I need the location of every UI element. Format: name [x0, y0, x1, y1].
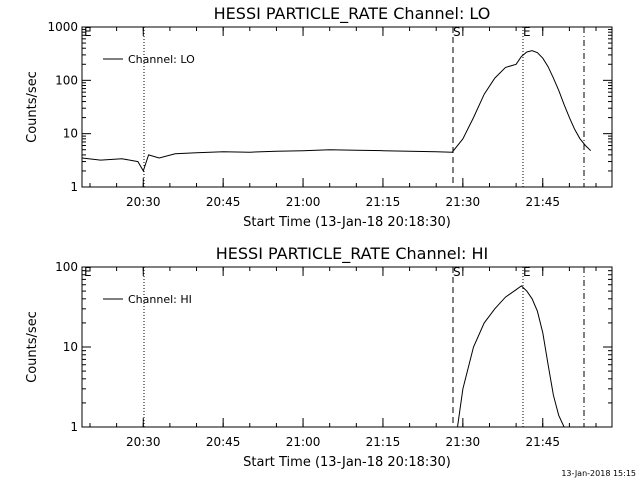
marker-e-left: E [84, 25, 92, 39]
chart-title-hi: HESSI PARTICLE_RATE Channel: HI [216, 244, 489, 264]
series-line-lo [81, 50, 592, 173]
plot-frame-lo [81, 26, 613, 188]
x-tick-label: 21:15 [366, 195, 401, 209]
x-axis-lo: 20:30 20:45 21:00 21:15 21:30 21:45 [89, 27, 597, 209]
footer-timestamp: 13-Jan-2018 15:15 [561, 469, 636, 478]
x-tick-label: 21:15 [366, 435, 401, 449]
y-axis-hi: 1 10 100 [55, 260, 612, 434]
marker-labels-lo: E S E [84, 25, 531, 39]
x-axis-label-lo: Start Time (13-Jan-18 20:18:30) [243, 215, 451, 230]
x-tick-label: 20:45 [206, 435, 241, 449]
y-tick-label: 100 [55, 73, 78, 87]
marker-e-end: E [523, 265, 531, 279]
y-axis-label-hi: Counts/sec [25, 311, 40, 383]
panel-lo: HESSI PARTICLE_RATE Channel: LO 1 10 100 10… [25, 4, 613, 230]
marker-lines-lo [143, 27, 585, 187]
y-axis-label-lo: Counts/sec [25, 71, 40, 143]
y-tick-label: 1000 [47, 20, 78, 34]
x-tick-label: 21:45 [525, 435, 560, 449]
x-tick-label: 20:30 [126, 195, 161, 209]
x-tick-label: 20:45 [206, 195, 241, 209]
x-tick-label: 21:30 [446, 435, 481, 449]
y-tick-label: 1 [70, 180, 78, 194]
y-tick-label: 100 [55, 260, 78, 274]
marker-s: S [453, 25, 461, 39]
series-line-hi [457, 285, 565, 428]
y-tick-label: 1 [70, 420, 78, 434]
legend-label-hi: Channel: HI [128, 293, 192, 306]
panel-hi: HESSI PARTICLE_RATE Channel: HI 1 10 100 2… [25, 244, 613, 470]
legend-hi: Channel: HI [103, 293, 192, 306]
y-tick-label: 10 [63, 340, 78, 354]
x-tick-label: 21:00 [286, 195, 321, 209]
x-axis-hi: 20:30 20:45 21:00 21:15 21:30 21:45 [89, 267, 597, 449]
x-tick-label: 21:30 [446, 195, 481, 209]
plot-frame-hi [81, 266, 613, 428]
chart-title-lo: HESSI PARTICLE_RATE Channel: LO [214, 4, 491, 24]
x-tick-label: 21:00 [286, 435, 321, 449]
marker-s: S [453, 265, 461, 279]
marker-e-end: E [523, 25, 531, 39]
x-tick-label: 21:45 [525, 195, 560, 209]
marker-e-left: E [84, 265, 92, 279]
x-tick-label: 20:30 [126, 435, 161, 449]
legend-lo: Channel: LO [103, 53, 195, 66]
marker-lines-hi [143, 267, 585, 427]
y-tick-label: 10 [63, 127, 78, 141]
y-axis-lo: 1 10 100 1000 [47, 20, 612, 194]
x-axis-label-hi: Start Time (13-Jan-18 20:18:30) [243, 455, 451, 470]
legend-label-lo: Channel: LO [128, 53, 195, 66]
marker-labels-hi: E S E [84, 265, 531, 279]
